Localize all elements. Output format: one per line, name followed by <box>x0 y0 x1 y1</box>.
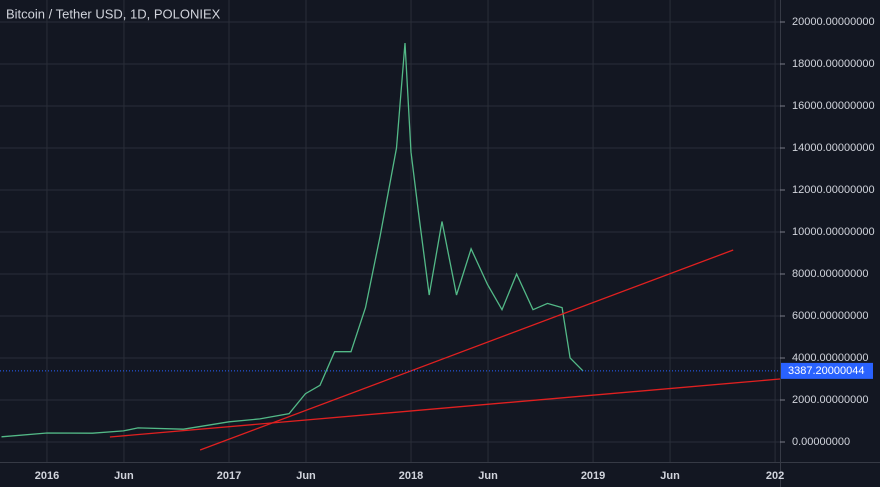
y-tick-label: 4000.00000000 <box>792 352 868 364</box>
x-tick-label: 2019 <box>581 470 605 482</box>
y-tick-label: 20000.00000000 <box>792 16 875 28</box>
y-tick-label: 16000.00000000 <box>792 100 875 112</box>
x-tick-label: 202 <box>766 470 784 482</box>
x-tick-label: Jun <box>296 470 316 482</box>
y-tick-label: 8000.00000000 <box>792 268 868 280</box>
x-tick-label: 2016 <box>35 470 59 482</box>
y-tick-label: 6000.00000000 <box>792 310 868 322</box>
chart-title: Bitcoin / Tether USD, 1D, POLONIEX <box>6 6 221 21</box>
y-tick-label: 2000.00000000 <box>792 394 868 406</box>
y-tick-label: 14000.00000000 <box>792 142 875 154</box>
price-line <box>1 42 584 438</box>
plot-area <box>0 0 781 462</box>
x-tick-label: Jun <box>114 470 134 482</box>
x-tick-label: 2018 <box>399 470 423 482</box>
x-tick-label: Jun <box>660 470 680 482</box>
last-price-label: 3387.20000044 <box>788 365 864 377</box>
trend-line <box>199 249 734 451</box>
y-tick-label: 0.00000000 <box>792 436 850 448</box>
last-price-box <box>781 362 873 379</box>
y-tick-label: 18000.00000000 <box>792 58 875 70</box>
y-tick-label: 10000.00000000 <box>792 226 875 238</box>
trend-line <box>109 378 781 438</box>
x-tick-label: 2017 <box>217 470 241 482</box>
y-tick-label: 12000.00000000 <box>792 184 875 196</box>
x-tick-label: Jun <box>478 470 498 482</box>
